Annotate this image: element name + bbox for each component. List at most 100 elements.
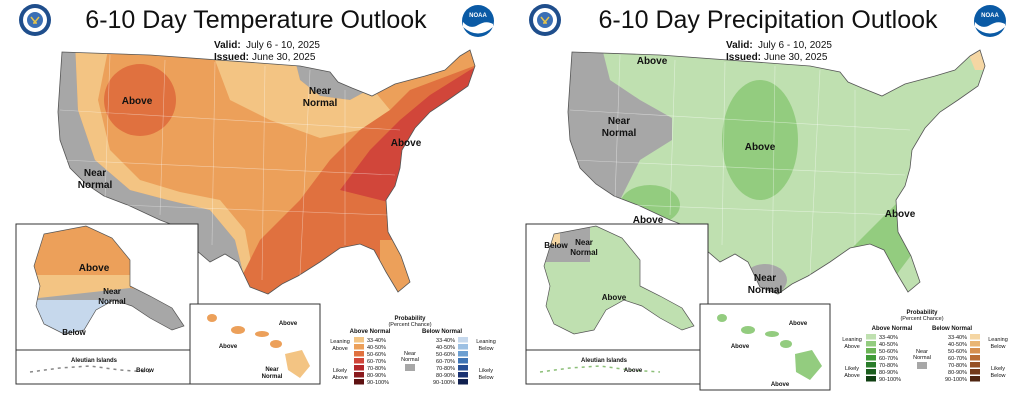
legend-swatch-below bbox=[458, 365, 468, 371]
legend-near: Near bbox=[916, 349, 928, 355]
temperature-valid-value: July 6 - 10, 2025 bbox=[246, 40, 320, 51]
legend-range-above: 70-80% bbox=[367, 366, 386, 372]
label-alaska-near: Near bbox=[575, 238, 593, 247]
precipitation-legend: Probability (Percent Chance) Above Norma… bbox=[842, 310, 1008, 383]
legend-range-below: 40-50% bbox=[948, 342, 967, 348]
legend-range-above: 33-40% bbox=[367, 338, 386, 344]
label-hawaii-above-2: Above bbox=[219, 344, 238, 350]
svg-text:NOAA: NOAA bbox=[981, 13, 999, 19]
label-near-texas: Near bbox=[754, 273, 776, 284]
state-lines bbox=[569, 54, 911, 281]
legend-range-below: 80-90% bbox=[436, 373, 455, 379]
label-alaska-above: Above bbox=[79, 263, 110, 274]
label-alaska-normal: Normal bbox=[570, 248, 598, 257]
precipitation-title: 6-10 Day Precipitation Outlook bbox=[598, 6, 938, 34]
precipitation-issued-label: Issued: bbox=[726, 52, 761, 63]
legend-above-header: Above Normal bbox=[350, 329, 391, 335]
svg-text:NOAA: NOAA bbox=[469, 13, 487, 19]
label-near-west: Near bbox=[608, 116, 630, 127]
legend-range-above: 60-70% bbox=[367, 359, 386, 365]
label-above-east: Above bbox=[391, 138, 422, 149]
legend-range-above: 80-90% bbox=[879, 370, 898, 376]
legend-range-below: 90-100% bbox=[945, 377, 967, 383]
legend-likely-below: Likely bbox=[479, 368, 493, 374]
label-hawaii-above-1: Above bbox=[279, 321, 298, 327]
legend-leaning-above: Leaning bbox=[330, 339, 350, 345]
legend-swatch-below bbox=[970, 369, 980, 375]
label-hawaii-above-1: Above bbox=[789, 321, 808, 327]
legend-likely-above-2: Above bbox=[844, 373, 860, 379]
legend-range-above: 50-60% bbox=[367, 352, 386, 358]
temperature-outlook-map: 6-10 Day Temperature Outlook Valid: July… bbox=[15, 4, 496, 386]
label-above-southeast: Above bbox=[885, 209, 916, 220]
label-normal-north: Normal bbox=[303, 98, 338, 109]
noaa-logo: NOAA bbox=[974, 5, 1006, 37]
hawaii-islands bbox=[207, 314, 310, 378]
legend-leaning-below: Leaning bbox=[476, 339, 496, 345]
label-normal-west: Normal bbox=[602, 128, 637, 139]
legend-title: Probability bbox=[906, 310, 938, 316]
label-aleutian-title: Aleutian Islands bbox=[581, 358, 628, 364]
legend-swatch-above bbox=[866, 376, 876, 382]
legend-rows: 33-40% 33-40%40-50% 40-50%50-60% 50-60%60-7… bbox=[354, 337, 468, 386]
legend-swatch-above bbox=[866, 355, 876, 361]
legend-swatch-above bbox=[354, 358, 364, 364]
legend-range-below: 70-80% bbox=[948, 363, 967, 369]
legend-range-below: 60-70% bbox=[948, 356, 967, 362]
legend-range-above: 33-40% bbox=[879, 335, 898, 341]
temperature-issued-value: June 30, 2025 bbox=[252, 52, 316, 63]
legend-range-above: 60-70% bbox=[879, 356, 898, 362]
precipitation-outlook-map: 6-10 Day Precipitation Outlook Valid: Ju… bbox=[525, 4, 1008, 391]
temperature-valid-label: Valid: bbox=[214, 40, 241, 51]
legend-swatch-below bbox=[458, 351, 468, 357]
legend-title: Probability bbox=[394, 316, 426, 322]
legend-leaning-above: Leaning bbox=[842, 337, 862, 343]
label-above-northwest: Above bbox=[637, 56, 668, 67]
legend-swatch-below bbox=[458, 372, 468, 378]
commerce-seal-logo bbox=[529, 4, 561, 36]
legend-range-below: 33-40% bbox=[948, 335, 967, 341]
label-normal-west: Normal bbox=[78, 180, 113, 191]
legend-range-above: 40-50% bbox=[367, 345, 386, 351]
noaa-logo: NOAA bbox=[462, 5, 494, 37]
aleutian-inset-frame bbox=[525, 349, 709, 385]
legend-normal: Normal bbox=[913, 355, 931, 361]
legend-range-below: 50-60% bbox=[948, 349, 967, 355]
label-alaska-below: Below bbox=[62, 328, 86, 337]
legend-leaning-above-2: Above bbox=[332, 346, 348, 352]
legend-likely-above-2: Above bbox=[332, 375, 348, 381]
legend-swatch-above bbox=[354, 337, 364, 343]
label-aleutian-title: Aleutian Islands bbox=[71, 358, 118, 364]
legend-leaning-below-2: Below bbox=[991, 344, 1006, 350]
legend-swatch-below bbox=[458, 358, 468, 364]
legend-range-below: 40-50% bbox=[436, 345, 455, 351]
hawaii-islands bbox=[717, 314, 822, 380]
legend-range-below: 50-60% bbox=[436, 352, 455, 358]
legend-near-swatch bbox=[917, 362, 927, 369]
legend-range-below: 33-40% bbox=[436, 338, 455, 344]
aleutian-islands bbox=[539, 365, 661, 373]
legend-likely-above: Likely bbox=[333, 368, 347, 374]
legend-range-above: 80-90% bbox=[367, 373, 386, 379]
legend-likely-above: Likely bbox=[845, 366, 859, 372]
legend-range-above: 50-60% bbox=[879, 349, 898, 355]
precipitation-valid-value: July 6 - 10, 2025 bbox=[758, 40, 832, 51]
legend-leaning-below: Leaning bbox=[988, 337, 1008, 343]
label-hawaii-normal: Normal bbox=[262, 374, 283, 380]
conus-outline bbox=[57, 49, 476, 295]
label-alaska-near: Near bbox=[103, 287, 121, 296]
label-aleutian-below: Below bbox=[136, 368, 154, 374]
legend-swatch-below bbox=[970, 355, 980, 361]
label-above-central: Above bbox=[745, 142, 776, 153]
legend-range-above: 90-100% bbox=[367, 380, 389, 386]
alaska-outline bbox=[33, 225, 185, 335]
legend-rows: 33-40% 33-40%40-50% 40-50%50-60% 50-60%60-7… bbox=[866, 334, 980, 383]
conus-outline bbox=[567, 49, 986, 295]
legend-swatch-below bbox=[970, 362, 980, 368]
legend-swatch-above bbox=[866, 341, 876, 347]
label-alaska-normal: Normal bbox=[98, 297, 126, 306]
legend-above-header: Above Normal bbox=[872, 326, 913, 332]
commerce-seal-logo bbox=[19, 4, 51, 36]
legend-swatch-below bbox=[970, 376, 980, 382]
legend-swatch-below bbox=[458, 337, 468, 343]
